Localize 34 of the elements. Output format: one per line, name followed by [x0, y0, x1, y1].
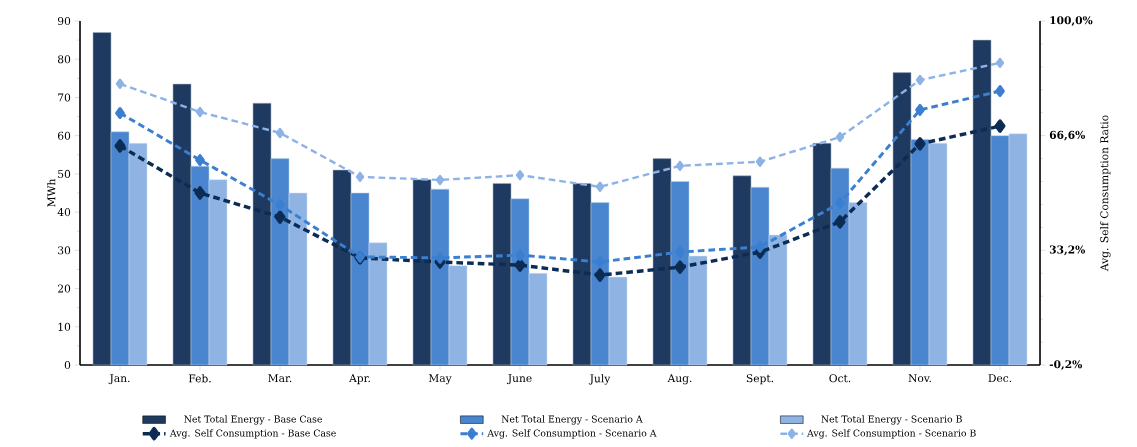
y-tick-label: 60 [57, 131, 71, 140]
y-tick-label: 50 [58, 169, 71, 178]
legend-label: Net Total Energy - Base Case [184, 415, 322, 425]
y-tick-label: 70 [58, 93, 71, 102]
y-axis-title: MWh [47, 178, 56, 207]
y-tick-label: 30 [58, 246, 71, 255]
x-tick-label: Jan. [108, 374, 130, 385]
legend-label: Avg. Self Consumption - Base Case [169, 429, 336, 439]
legend-label: Avg. Self Consumption - Scenario B [806, 429, 976, 439]
legend-label: Net Total Energy - Scenario B [821, 415, 962, 425]
x-tick-label: May [428, 374, 452, 385]
x-tick-label: July [588, 374, 611, 385]
y-tick-label: 90 [57, 16, 71, 26]
y-tick-label: 40 [57, 208, 71, 217]
x-tick-label: Mar. [268, 374, 292, 383]
x-tick-label: Oct. [829, 374, 851, 383]
x-tick-label: Nov. [908, 374, 931, 383]
y-tick-label: 80 [57, 55, 71, 64]
y-tick-label: 10 [58, 322, 71, 331]
x-tick-label: Apr. [349, 374, 370, 385]
x-tick-label: Feb. [188, 374, 211, 383]
legend-label: Avg. Self Consumption - Scenario A [487, 429, 657, 439]
legend-label: Net Total Energy - Scenario A [501, 415, 643, 425]
y2-axis-title: Avg. Self Consumption Ratio [1100, 115, 1111, 272]
y-tick-label: 0 [64, 360, 71, 370]
y2-tick-label: 66,6% [1049, 130, 1086, 141]
x-tick-label: Aug. [667, 374, 692, 385]
y2-tick-label: 33,2% [1049, 245, 1086, 256]
y2-tick-label: 100,0% [1050, 16, 1093, 26]
x-tick-label: June [506, 374, 532, 385]
y-tick-label: 20 [58, 284, 71, 293]
y2-tick-label: -0,2% [1049, 360, 1083, 370]
x-tick-label: Dec. [988, 374, 1012, 383]
x-tick-label: Sept. [746, 374, 774, 385]
